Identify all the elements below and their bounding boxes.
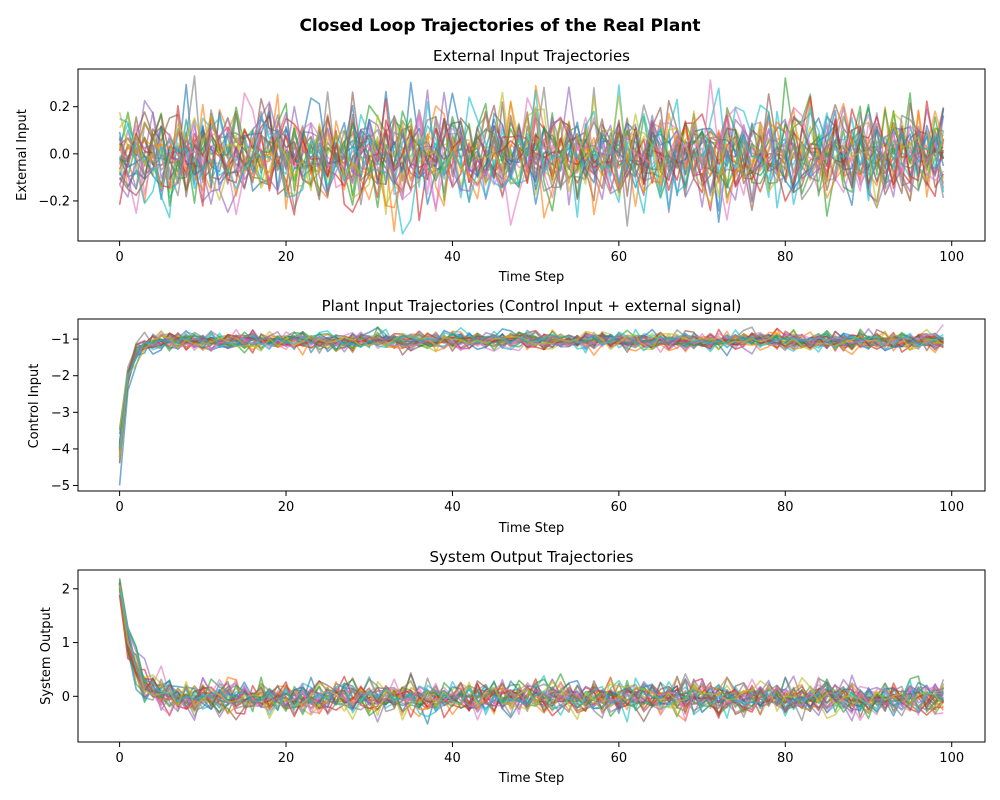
x-tick-label: 100	[939, 250, 964, 265]
plant-input-ylabel: Control Input	[27, 364, 42, 449]
y-tick-label: −4	[51, 442, 70, 457]
external-input-series	[118, 75, 945, 235]
external-input-panel: External Input Trajectories 0 20 40 60 80 100…	[15, 47, 986, 285]
x-tick-label: 60	[611, 751, 628, 766]
system-output-y-axis: 0 1 2	[62, 582, 78, 705]
y-tick-label: −5	[51, 479, 70, 494]
plant-input-series-line	[118, 328, 944, 457]
external-input-series-line	[118, 91, 945, 203]
system-output-ylabel: System Output	[39, 607, 54, 705]
x-tick-label: 40	[444, 500, 461, 515]
system-output-series	[118, 577, 945, 725]
x-tick-label: 0	[115, 500, 123, 515]
external-input-y-axis: −0.2 0.0 0.2	[38, 100, 78, 209]
plant-input-xlabel: Time Step	[498, 521, 565, 536]
y-tick-label: 0	[62, 690, 70, 705]
y-tick-label: 1	[62, 636, 70, 651]
x-tick-label: 80	[777, 500, 794, 515]
x-tick-label: 100	[939, 500, 964, 515]
plant-input-panel: Plant Input Trajectories (Control Input …	[27, 297, 986, 536]
x-tick-label: 60	[611, 500, 628, 515]
plant-input-series	[118, 324, 945, 486]
figure-title: Closed Loop Trajectories of the Real Pla…	[299, 16, 700, 36]
external-input-xlabel: Time Step	[498, 270, 565, 285]
x-tick-label: 20	[278, 500, 295, 515]
x-tick-label: 0	[115, 751, 123, 766]
y-tick-label: 2	[62, 582, 70, 597]
plant-input-series-line	[118, 330, 944, 464]
plant-input-series-line	[118, 324, 945, 450]
system-output-series-line	[118, 584, 945, 721]
x-tick-label: 20	[278, 751, 295, 766]
external-input-series-line	[119, 79, 945, 226]
plant-input-x-axis: 0 20 40 60 80 100	[115, 491, 964, 515]
x-tick-label: 0	[115, 250, 123, 265]
x-tick-label: 100	[939, 751, 964, 766]
x-tick-label: 80	[777, 250, 794, 265]
x-tick-label: 80	[777, 751, 794, 766]
x-tick-label: 40	[444, 751, 461, 766]
system-output-panel: System Output Trajectories 0 20 40 60 80 100 …	[39, 548, 986, 786]
plant-input-title: Plant Input Trajectories (Control Input …	[322, 297, 742, 315]
external-input-series-line	[119, 89, 945, 235]
external-input-x-axis: 0 20 40 60 80 100	[115, 241, 964, 265]
external-input-ylabel: External Input	[15, 109, 30, 201]
plant-input-series-line	[118, 330, 944, 458]
x-tick-label: 40	[444, 250, 461, 265]
y-tick-label: −3	[51, 406, 70, 421]
y-tick-label: −0.2	[38, 194, 70, 209]
external-input-series-line	[118, 75, 944, 227]
external-input-title: External Input Trajectories	[433, 47, 630, 65]
system-output-x-axis: 0 20 40 60 80 100	[115, 742, 964, 766]
y-tick-label: −1	[51, 333, 70, 348]
system-output-title: System Output Trajectories	[430, 548, 634, 566]
y-tick-label: 0.2	[49, 100, 70, 115]
system-output-series-line	[118, 585, 944, 722]
y-tick-label: −2	[51, 369, 70, 384]
x-tick-label: 60	[611, 250, 628, 265]
plant-input-series-line	[118, 326, 944, 448]
plant-input-plot-area	[77, 318, 986, 492]
y-tick-label: 0.0	[49, 147, 70, 162]
system-output-series-line	[118, 589, 945, 723]
system-output-xlabel: Time Step	[498, 771, 565, 786]
plant-input-y-axis: −5 −4 −3 −2 −1	[51, 333, 78, 494]
x-tick-label: 20	[278, 250, 295, 265]
plant-input-series-line	[118, 330, 944, 448]
system-output-plot-area	[77, 569, 986, 743]
external-input-plot-area	[77, 68, 986, 242]
